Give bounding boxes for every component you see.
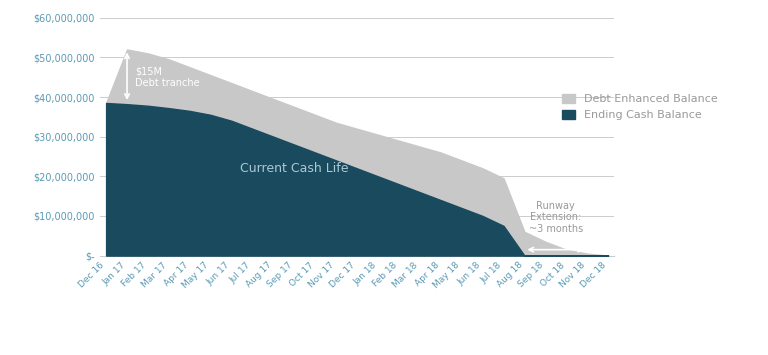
Text: Runway
Extension:
~3 months: Runway Extension: ~3 months: [528, 201, 583, 234]
Text: $15M
Debt tranche: $15M Debt tranche: [135, 66, 200, 88]
Text: Current Cash Life: Current Cash Life: [240, 162, 349, 175]
Legend: Debt Enhanced Balance, Ending Cash Balance: Debt Enhanced Balance, Ending Cash Balan…: [558, 90, 722, 125]
